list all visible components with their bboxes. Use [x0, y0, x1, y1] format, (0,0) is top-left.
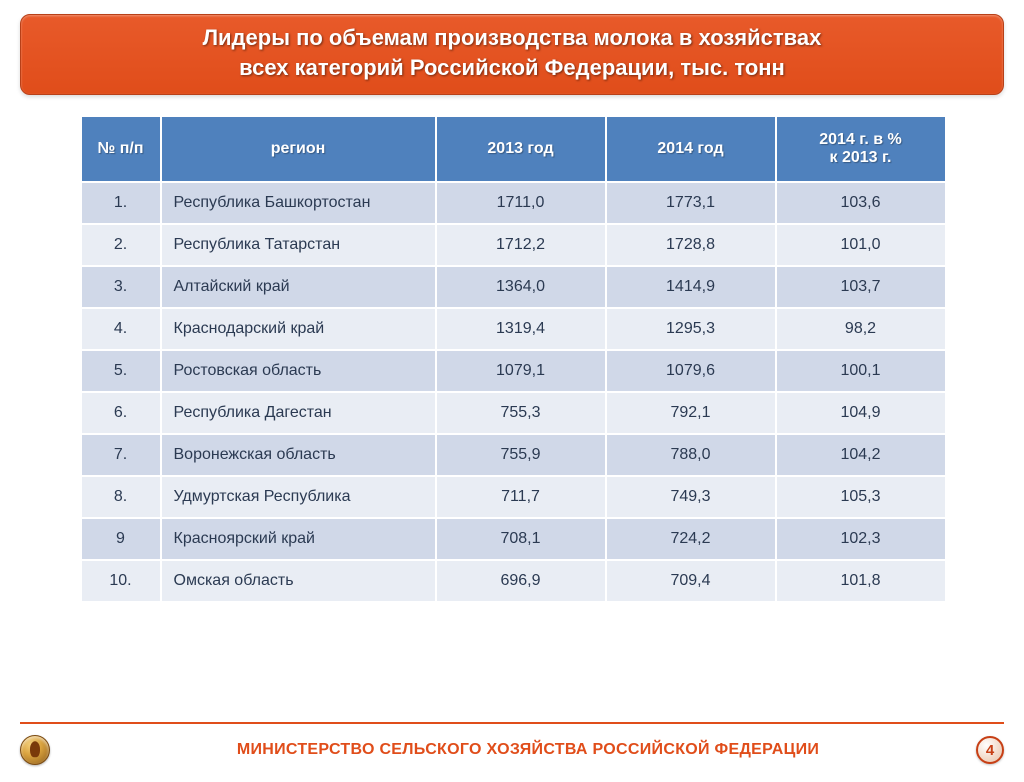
table-row: 3.Алтайский край1364,01414,9103,7: [81, 266, 946, 308]
cell-2013: 1711,0: [436, 182, 606, 224]
data-table-container: № п/п регион 2013 год 2014 год 2014 г. в…: [80, 115, 945, 603]
title-line-2: всех категорий Российской Федерации, тыс…: [41, 53, 983, 83]
table-header-row: № п/п регион 2013 год 2014 год 2014 г. в…: [81, 116, 946, 182]
cell-pct: 103,6: [776, 182, 946, 224]
col-header-pct: 2014 г. в % к 2013 г.: [776, 116, 946, 182]
cell-pct: 100,1: [776, 350, 946, 392]
cell-2014: 1295,3: [606, 308, 776, 350]
cell-num: 2.: [81, 224, 161, 266]
cell-2013: 1319,4: [436, 308, 606, 350]
cell-2014: 749,3: [606, 476, 776, 518]
cell-2013: 711,7: [436, 476, 606, 518]
cell-region: Воронежская область: [161, 434, 436, 476]
table-row: 4.Краснодарский край1319,41295,398,2: [81, 308, 946, 350]
table-row: 5.Ростовская область1079,11079,6100,1: [81, 350, 946, 392]
footer-ministry-text: МИНИСТЕРСТВО СЕЛЬСКОГО ХОЗЯЙСТВА РОССИЙС…: [80, 741, 976, 759]
cell-pct: 101,0: [776, 224, 946, 266]
ministry-logo-icon: [20, 735, 50, 765]
slide-footer: МИНИСТЕРСТВО СЕЛЬСКОГО ХОЗЯЙСТВА РОССИЙС…: [20, 732, 1004, 768]
cell-2013: 1079,1: [436, 350, 606, 392]
cell-num: 5.: [81, 350, 161, 392]
cell-num: 6.: [81, 392, 161, 434]
cell-2013: 1712,2: [436, 224, 606, 266]
cell-pct: 102,3: [776, 518, 946, 560]
cell-2014: 724,2: [606, 518, 776, 560]
cell-region: Удмуртская Республика: [161, 476, 436, 518]
col-header-2014: 2014 год: [606, 116, 776, 182]
cell-num: 8.: [81, 476, 161, 518]
page-number: 4: [986, 742, 994, 759]
cell-2014: 709,4: [606, 560, 776, 602]
cell-num: 10.: [81, 560, 161, 602]
cell-pct: 105,3: [776, 476, 946, 518]
footer-divider: [20, 722, 1004, 724]
milk-production-table: № п/п регион 2013 год 2014 год 2014 г. в…: [80, 115, 947, 603]
col-header-num: № п/п: [81, 116, 161, 182]
cell-pct: 98,2: [776, 308, 946, 350]
cell-2013: 755,9: [436, 434, 606, 476]
cell-num: 7.: [81, 434, 161, 476]
cell-pct: 104,9: [776, 392, 946, 434]
table-row: 7.Воронежская область755,9788,0104,2: [81, 434, 946, 476]
col-header-2013: 2013 год: [436, 116, 606, 182]
cell-2013: 708,1: [436, 518, 606, 560]
title-line-1: Лидеры по объемам производства молока в …: [41, 23, 983, 53]
cell-2013: 696,9: [436, 560, 606, 602]
table-row: 9Красноярский край708,1724,2102,3: [81, 518, 946, 560]
table-row: 1.Республика Башкортостан1711,01773,1103…: [81, 182, 946, 224]
table-row: 10.Омская область696,9709,4101,8: [81, 560, 946, 602]
cell-2013: 1364,0: [436, 266, 606, 308]
cell-region: Омская область: [161, 560, 436, 602]
cell-region: Республика Татарстан: [161, 224, 436, 266]
cell-pct: 101,8: [776, 560, 946, 602]
cell-2014: 1079,6: [606, 350, 776, 392]
table-row: 2.Республика Татарстан1712,21728,8101,0: [81, 224, 946, 266]
cell-2013: 755,3: [436, 392, 606, 434]
cell-2014: 788,0: [606, 434, 776, 476]
cell-pct: 104,2: [776, 434, 946, 476]
cell-num: 4.: [81, 308, 161, 350]
cell-2014: 792,1: [606, 392, 776, 434]
cell-2014: 1728,8: [606, 224, 776, 266]
page-number-badge: 4: [976, 736, 1004, 764]
cell-region: Красноярский край: [161, 518, 436, 560]
table-row: 8.Удмуртская Республика711,7749,3105,3: [81, 476, 946, 518]
table-row: 6.Республика Дагестан755,3792,1104,9: [81, 392, 946, 434]
cell-region: Республика Дагестан: [161, 392, 436, 434]
cell-num: 1.: [81, 182, 161, 224]
cell-region: Краснодарский край: [161, 308, 436, 350]
cell-num: 3.: [81, 266, 161, 308]
cell-region: Алтайский край: [161, 266, 436, 308]
col-header-region: регион: [161, 116, 436, 182]
cell-region: Ростовская область: [161, 350, 436, 392]
cell-2014: 1414,9: [606, 266, 776, 308]
cell-pct: 103,7: [776, 266, 946, 308]
slide-title-bar: Лидеры по объемам производства молока в …: [20, 14, 1004, 95]
cell-region: Республика Башкортостан: [161, 182, 436, 224]
cell-num: 9: [81, 518, 161, 560]
cell-2014: 1773,1: [606, 182, 776, 224]
